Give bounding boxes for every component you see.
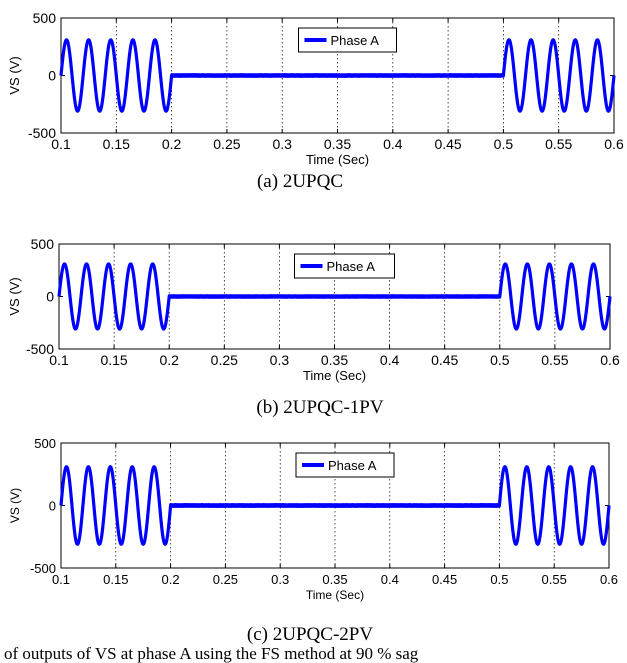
legend-label: Phase A [328, 458, 377, 473]
x-tick-label: 0.6 [604, 136, 624, 152]
legend: Phase A [298, 27, 397, 53]
series-line-1 [59, 465, 611, 546]
x-tick-label: 0.15 [100, 352, 127, 368]
x-axis-label: Time (Sec) [306, 152, 369, 167]
x-axis-label: Time (Sec) [306, 588, 364, 602]
x-tick-label: 0.6 [600, 572, 618, 587]
x-tick-label: 0.3 [272, 136, 292, 152]
x-tick-label: 0.2 [162, 572, 180, 587]
y-tick-label: -500 [26, 341, 54, 357]
x-tick-label: 0.45 [431, 352, 458, 368]
x-tick-label: 0.55 [542, 572, 567, 587]
x-tick-label: 0.4 [381, 572, 399, 587]
y-axis-label: VS (V) [7, 56, 22, 94]
y-axis-label: VS (V) [8, 488, 22, 523]
figure-bottom-text: of outputs of VS at phase A using the FS… [4, 644, 419, 663]
x-tick-label: 0.5 [494, 136, 514, 152]
y-tick-label: 500 [31, 236, 55, 252]
x-tick-label: 0.15 [103, 136, 130, 152]
legend: Phase A [294, 253, 395, 279]
series-line-1 [59, 38, 616, 113]
x-tick-label: 0.25 [213, 136, 240, 152]
chart-panel-3: 0.1 0.15 0.2 0.25 0.3 0.35 0.4 0.45 0.5 0.55 0.6 50… [8, 436, 618, 645]
legend-label: Phase A [327, 259, 376, 274]
x-axis-label: Time (Sec) [303, 368, 366, 383]
x-tick-label: 0.35 [322, 572, 347, 587]
x-tick-label: 0.35 [321, 352, 348, 368]
x-tick-label: 0.15 [103, 572, 128, 587]
legend-label: Phase A [331, 33, 380, 48]
x-tick-label: 0.5 [490, 352, 510, 368]
y-tick-label: 0 [49, 499, 56, 514]
x-tick-label: 0.2 [162, 136, 182, 152]
x-tick-label: 0.35 [324, 136, 351, 152]
chart-caption: (c) 2UPQC-2PV [247, 624, 373, 645]
x-tick-label: 0.3 [270, 352, 290, 368]
x-tick-label: 0.25 [213, 572, 238, 587]
x-tick-label: 0.45 [434, 136, 461, 152]
chart-caption: (a) 2UPQC [257, 171, 343, 192]
series-line-1 [57, 262, 612, 331]
chart-panel-2: 0.1 0.15 0.2 0.25 0.3 0.35 0.4 0.45 0.5 0.55 0.6 50… [7, 236, 620, 418]
x-tick-label: 0.55 [541, 352, 568, 368]
x-tick-label: 0.1 [51, 136, 71, 152]
y-tick-label: 0 [48, 68, 56, 84]
x-tick-label: 0.4 [380, 352, 400, 368]
x-tick-label: 0.4 [383, 136, 403, 152]
x-tick-label: 0.1 [49, 352, 69, 368]
x-tick-label: 0.25 [211, 352, 238, 368]
x-tick-label: 0.6 [600, 352, 620, 368]
x-tick-label: 0.5 [490, 572, 508, 587]
y-tick-label: 500 [33, 10, 57, 26]
x-tick-label: 0.3 [271, 572, 289, 587]
x-tick-label: 0.55 [545, 136, 572, 152]
x-tick-label: 0.2 [159, 352, 179, 368]
chart-caption: (b) 2UPQC-1PV [256, 397, 383, 418]
x-tick-label: 0.45 [432, 572, 457, 587]
y-tick-label: -500 [30, 561, 56, 576]
y-tick-label: 500 [34, 436, 56, 451]
y-tick-label: 0 [46, 289, 54, 305]
chart-panel-1: 0.1 0.15 0.2 0.25 0.3 0.35 0.4 0.45 0.5 0.55 0.6 50… [7, 10, 624, 192]
y-tick-label: -500 [28, 125, 56, 141]
legend: Phase A [295, 452, 395, 478]
y-axis-label: VS (V) [7, 277, 22, 315]
x-tick-label: 0.1 [52, 572, 70, 587]
